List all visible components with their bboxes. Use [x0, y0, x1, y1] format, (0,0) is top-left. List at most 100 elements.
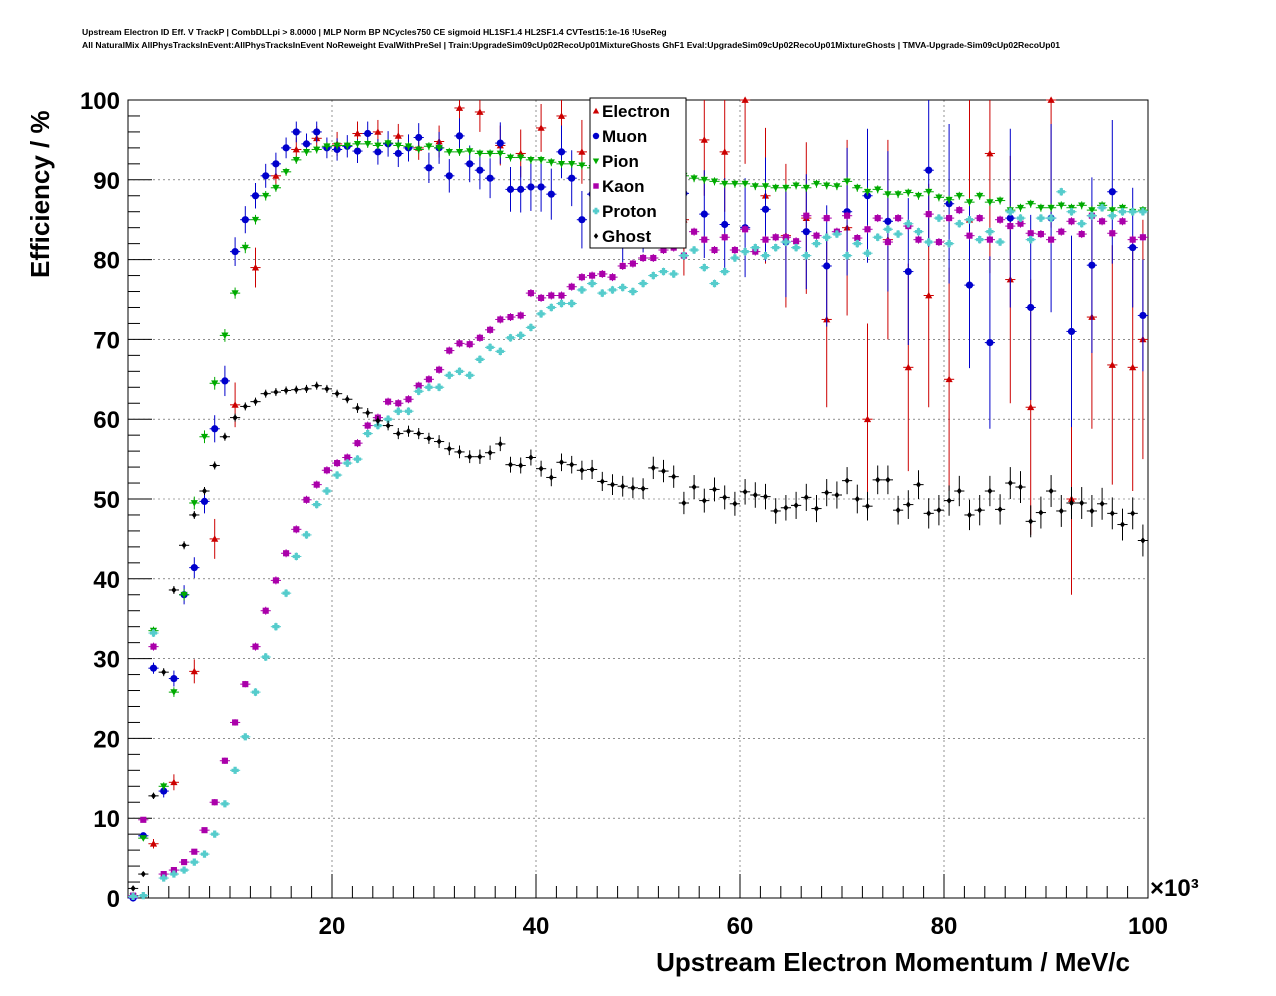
kaon-point	[272, 577, 279, 584]
proton-point	[996, 238, 1004, 246]
muon-point	[190, 564, 198, 572]
pion-point	[496, 150, 504, 158]
proton-point	[588, 279, 596, 288]
kaon-point	[691, 228, 698, 235]
kaon-point	[538, 294, 545, 301]
kaon-point	[476, 334, 483, 341]
kaon-point	[436, 366, 443, 373]
pion-point	[486, 150, 494, 158]
kaon-point	[497, 316, 504, 323]
kaon-point	[1037, 231, 1044, 238]
pion-point	[282, 168, 290, 176]
muon-point	[1006, 214, 1014, 222]
ghost-point	[1089, 507, 1095, 515]
ghost-point	[722, 494, 728, 501]
electron-point	[557, 112, 566, 119]
ghost-point	[905, 501, 911, 508]
ghost-point	[1048, 487, 1054, 495]
proton-point	[965, 216, 974, 224]
proton-point	[302, 531, 311, 539]
muon-point	[241, 216, 249, 224]
proton-point	[884, 225, 892, 233]
pion-point	[1016, 204, 1025, 212]
muon-point	[160, 787, 168, 795]
x-tick-label: 20	[319, 913, 346, 940]
proton-point	[976, 236, 984, 244]
ghost-point	[936, 506, 942, 514]
proton-point	[404, 407, 413, 415]
pion-point	[914, 192, 923, 200]
kaon-point	[201, 827, 208, 834]
pion-point	[874, 186, 882, 193]
muon-point	[313, 128, 321, 136]
ghost-point	[966, 511, 973, 519]
muon-point	[925, 166, 933, 174]
proton-point	[323, 487, 331, 495]
ghost-point	[630, 484, 636, 492]
ghost-point	[273, 388, 279, 396]
kaon-point	[844, 212, 851, 219]
electron-point	[1108, 361, 1116, 368]
proton-point	[812, 240, 821, 248]
ghost-point	[212, 462, 218, 469]
electron-point	[741, 96, 749, 103]
pion-point	[262, 192, 270, 200]
muon-point	[761, 205, 770, 213]
ghost-point	[150, 792, 157, 800]
ghost-point	[671, 473, 677, 480]
pion-point	[996, 197, 1004, 205]
ghost-point	[864, 502, 871, 510]
pion-point	[833, 183, 841, 190]
pion-point	[812, 180, 821, 188]
kaon-point	[1078, 231, 1085, 238]
muon-point	[721, 220, 729, 229]
pion-point	[160, 783, 168, 790]
pion-point	[690, 175, 698, 182]
kaon-point	[925, 211, 932, 218]
legend: Electron Muon Pion Kaon Proton Ghost	[589, 97, 687, 249]
proton-point	[680, 252, 688, 260]
kaon-point	[589, 272, 596, 279]
muon-point	[537, 183, 545, 191]
electron-point	[292, 145, 300, 153]
pion-point	[1108, 207, 1116, 214]
muon-point	[1088, 261, 1096, 269]
pion-point	[425, 143, 433, 150]
proton-point	[955, 220, 963, 228]
proton-point	[455, 367, 464, 375]
proton-point	[853, 240, 861, 248]
pion-point	[251, 216, 260, 224]
ghost-point	[589, 466, 595, 473]
ghost-point	[181, 542, 187, 549]
ghost-point	[354, 404, 361, 412]
ghost-point	[426, 435, 432, 442]
kaon-point	[895, 215, 902, 222]
pion-point	[221, 332, 229, 340]
kaon-point	[221, 757, 228, 764]
ghost-point	[395, 430, 401, 437]
muon-point	[476, 166, 484, 174]
ghost-point	[191, 511, 197, 519]
pion-point	[853, 184, 861, 192]
kaon-point	[191, 848, 198, 855]
proton-point	[700, 263, 708, 272]
ghost-point	[375, 417, 381, 425]
ghost-point	[1068, 499, 1075, 507]
muon-point	[1108, 188, 1116, 196]
ghost-point	[303, 385, 310, 393]
ghost-legend-label: Ghost	[602, 227, 651, 246]
proton-point	[986, 228, 994, 236]
kaon-point	[742, 226, 749, 233]
ghost-point	[140, 870, 146, 878]
pion-point	[986, 199, 994, 206]
muon-point	[1129, 244, 1137, 252]
proton-point	[639, 279, 647, 288]
electron-point	[721, 148, 729, 155]
muon-point	[904, 267, 912, 276]
proton-legend-label: Proton	[602, 202, 657, 221]
electron-point	[149, 840, 158, 847]
electron-point	[904, 363, 912, 371]
x-tick-label: 100	[1128, 913, 1168, 940]
kaon-point	[701, 236, 708, 243]
